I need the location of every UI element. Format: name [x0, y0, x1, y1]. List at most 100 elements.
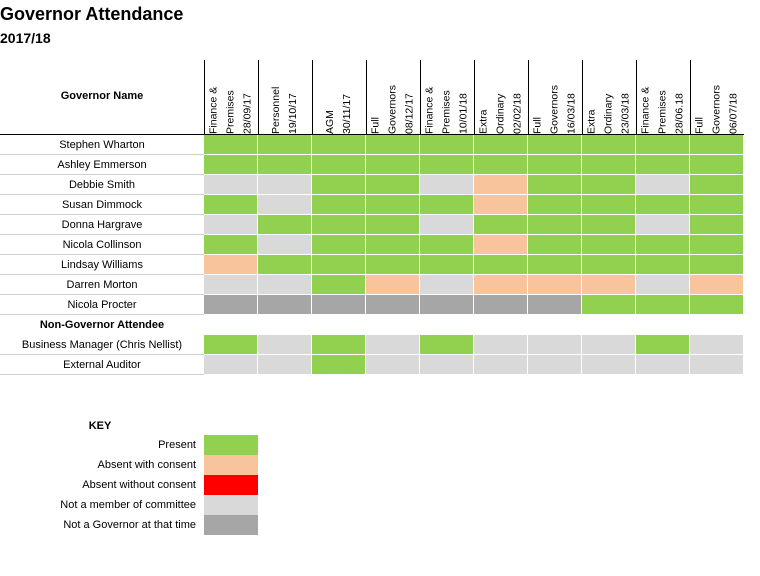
meeting-label-line: 23/03/18 — [619, 93, 632, 134]
key-label: Absent without consent — [82, 479, 196, 491]
attendance-cell — [582, 175, 636, 195]
meeting-header-9: Finance & Premises 28/06.18 — [636, 60, 690, 134]
attendance-cell — [474, 175, 528, 195]
attendance-cell — [690, 255, 744, 275]
key-label: Not a Governor at that time — [63, 519, 196, 531]
meeting-label-line: 02/02/18 — [511, 93, 524, 134]
key-title: KEY — [88, 420, 112, 432]
attendance-cell — [420, 135, 474, 155]
attendance-cell — [204, 255, 258, 275]
meeting-header-7: Full Governors 16/03/18 — [528, 60, 582, 134]
attendance-row: Darren Morton — [0, 275, 744, 295]
meeting-label-line: Governors — [710, 84, 723, 134]
meeting-label-line: Governors — [386, 84, 399, 134]
attendance-cell — [366, 195, 420, 215]
attendee-name: Darren Morton — [0, 275, 204, 295]
attendance-cell — [204, 175, 258, 195]
attendance-cell — [312, 275, 366, 295]
attendance-cell — [366, 135, 420, 155]
meeting-label: Finance & Premises 28/06.18 — [638, 60, 689, 134]
page-title: Governor Attendance — [0, 4, 184, 24]
attendance-cell — [420, 275, 474, 295]
meeting-header-3: AGM 30/11/17 — [312, 60, 366, 134]
attendance-cell — [366, 295, 420, 315]
attendance-row: Donna Hargrave — [0, 215, 744, 235]
attendance-cell — [636, 195, 690, 215]
attendance-row: Nicola Collinson — [0, 235, 744, 255]
attendee-name: Ashley Emmerson — [0, 155, 204, 175]
attendance-cell — [366, 335, 420, 355]
attendee-name: Donna Hargrave — [0, 215, 204, 235]
attendance-cell — [690, 135, 744, 155]
attendance-cell — [366, 235, 420, 255]
attendance-cell — [690, 275, 744, 295]
attendance-cell — [204, 335, 258, 355]
attendance-cell — [690, 195, 744, 215]
attendance-row: Ashley Emmerson — [0, 155, 744, 175]
attendance-cell — [582, 235, 636, 255]
attendee-name: Business Manager (Chris Nellist) — [0, 335, 204, 355]
attendance-cell — [582, 335, 636, 355]
attendance-cell — [420, 155, 474, 175]
meeting-label-line: Extra — [477, 109, 490, 134]
key-label: Absent with consent — [97, 459, 196, 471]
meeting-label-line: 28/09/17 — [241, 93, 254, 134]
attendance-cell — [312, 135, 366, 155]
key-label: Present — [158, 439, 196, 451]
column-divider — [204, 60, 205, 134]
attendance-cell — [204, 195, 258, 215]
attendance-cell — [258, 275, 312, 295]
attendance-cell — [204, 355, 258, 375]
attendance-row: External Auditor — [0, 355, 744, 375]
attendance-cell — [690, 215, 744, 235]
meeting-header-6: Extra Ordinary 02/02/18 — [474, 60, 528, 134]
key-item: Not a member of committee — [0, 495, 260, 515]
attendance-cell — [366, 255, 420, 275]
column-divider — [420, 60, 421, 134]
attendance-cell — [366, 275, 420, 295]
attendance-cell — [582, 195, 636, 215]
meeting-label-line: Finance & — [207, 86, 220, 134]
attendance-cell — [366, 215, 420, 235]
attendance-cell — [690, 155, 744, 175]
key-item: Absent with consent — [0, 455, 260, 475]
attendance-cell — [474, 135, 528, 155]
attendance-cell — [636, 275, 690, 295]
attendance-cell — [204, 215, 258, 235]
meeting-header-10: Full Governors 06/07/18 — [690, 60, 744, 134]
meeting-label-line: Ordinary — [602, 93, 615, 134]
attendance-cell — [420, 175, 474, 195]
attendance-cell — [528, 235, 582, 255]
meeting-header-1: Finance & Premises 28/09/17 — [204, 60, 258, 134]
meeting-label-line: 30/11/17 — [341, 93, 353, 134]
attendance-cell — [528, 295, 582, 315]
attendance-row: Susan Dimmock — [0, 195, 744, 215]
attendance-cell — [636, 135, 690, 155]
meeting-label-line: Premises — [224, 90, 237, 134]
attendance-cell — [258, 255, 312, 275]
attendance-cell — [312, 295, 366, 315]
meeting-label-line: Finance & — [639, 86, 652, 134]
meeting-header-2: Personnel 19/10/17 — [258, 60, 312, 134]
meeting-label-line: Extra — [585, 109, 598, 134]
column-divider — [312, 60, 313, 134]
meeting-label-line: 08/12/17 — [403, 93, 416, 134]
column-divider — [474, 60, 475, 134]
meeting-label: Full Governors 08/12/17 — [368, 60, 419, 134]
header-divider — [0, 134, 744, 135]
meeting-label: Full Governors 06/07/18 — [692, 60, 743, 134]
key-item: Present — [0, 435, 260, 455]
attendance-cell — [474, 235, 528, 255]
section-heading: Non-Governor Attendee — [39, 319, 165, 331]
attendance-cell — [312, 255, 366, 275]
attendance-cell — [636, 215, 690, 235]
attendee-name: Debbie Smith — [0, 175, 204, 195]
column-divider — [258, 60, 259, 134]
attendance-cell — [312, 335, 366, 355]
attendance-cell — [528, 255, 582, 275]
attendance-row: Debbie Smith — [0, 175, 744, 195]
attendance-cell — [582, 155, 636, 175]
attendance-cell — [636, 335, 690, 355]
attendance-cell — [528, 335, 582, 355]
attendance-cell — [690, 175, 744, 195]
